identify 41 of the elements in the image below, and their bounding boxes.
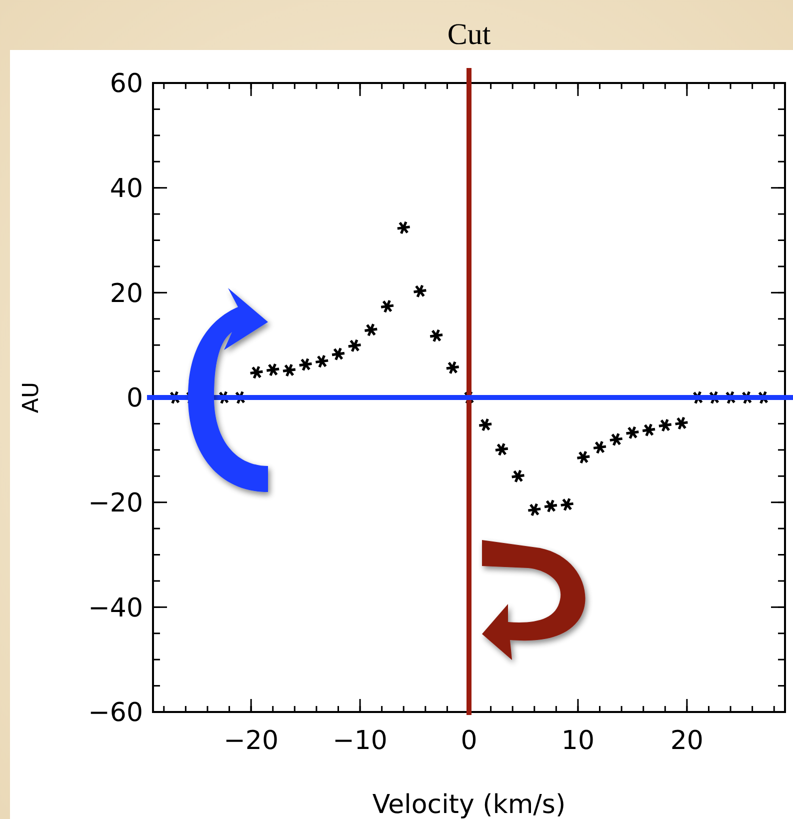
point: [624, 426, 640, 440]
point: [674, 416, 689, 430]
y-tick-label: 20: [110, 278, 143, 309]
point: [282, 363, 297, 378]
point: [641, 422, 656, 438]
point: [592, 440, 608, 454]
point: [560, 497, 575, 512]
x-tick-label: 10: [561, 726, 595, 756]
point: [249, 365, 264, 380]
point: [494, 442, 510, 456]
point: [543, 498, 558, 514]
point: [347, 338, 362, 353]
point: [330, 346, 346, 362]
point: [298, 357, 314, 372]
x-tick-label: −10: [332, 726, 388, 756]
x-tick-label: 0: [460, 726, 478, 756]
point: [478, 418, 493, 432]
x-tick-label: −20: [224, 726, 279, 756]
point: [314, 354, 330, 368]
y-tick-label: 60: [110, 69, 143, 100]
point: [412, 284, 428, 298]
point: [510, 469, 526, 484]
point: [658, 418, 673, 432]
y-tick-label: −60: [88, 698, 143, 728]
y-tick-label: 40: [110, 174, 143, 204]
point: [445, 360, 460, 375]
point: [526, 502, 542, 517]
y-tick-label: −40: [88, 593, 143, 624]
x-tick-label: 20: [670, 726, 704, 756]
ref-line-label: Cut: [447, 18, 492, 51]
point: [363, 322, 378, 337]
point: [396, 220, 412, 235]
x-axis-title: Velocity (km/s): [372, 790, 566, 819]
point: [265, 362, 280, 377]
point: [428, 328, 444, 343]
point: [380, 299, 395, 314]
y-axis-title: AU: [19, 382, 44, 414]
y-tick-label: 0: [126, 384, 143, 414]
point: [608, 432, 624, 447]
point: [576, 450, 591, 464]
y-tick-label: −20: [88, 488, 143, 518]
